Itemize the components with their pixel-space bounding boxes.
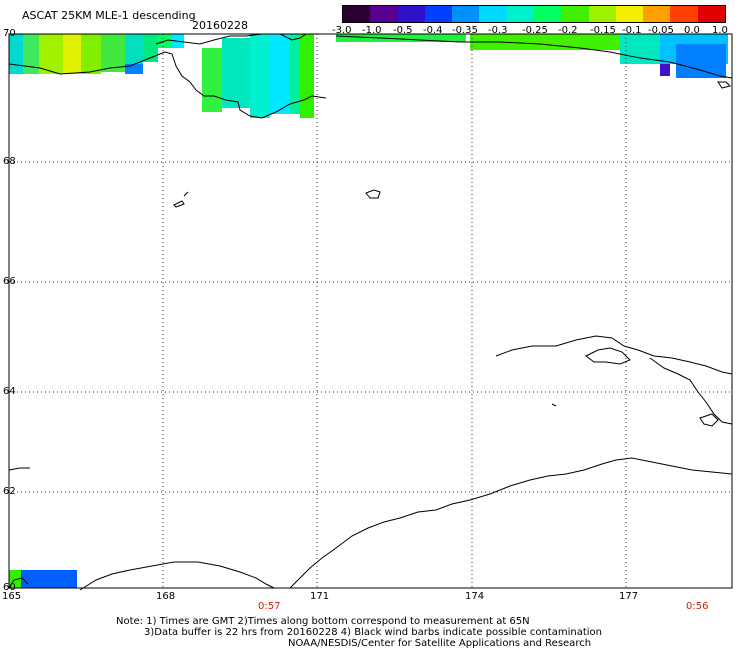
colorbar-segment xyxy=(615,6,644,22)
note-line-2: 3)Data buffer is 22 hrs from 20160228 4)… xyxy=(144,627,602,638)
product-title: ASCAT 25KM MLE-1 descending xyxy=(22,9,196,22)
coastlines xyxy=(8,33,733,591)
colorbar-tick: 0.0 xyxy=(684,25,700,36)
lon-label: 171 xyxy=(310,591,330,602)
colorbar-tick: -0.1 xyxy=(622,25,642,36)
colorbar-segment xyxy=(588,6,616,22)
colorbar-segment xyxy=(424,6,453,22)
wind-data-swath-northwest xyxy=(9,34,184,74)
colorbar-segment xyxy=(533,6,562,22)
plot-frame xyxy=(8,33,733,589)
lat-label: 62 xyxy=(3,486,16,497)
colorbar-tick: -1.0 xyxy=(362,25,382,36)
note-line-3: NOAA/NESDIS/Center for Satellite Applica… xyxy=(288,638,592,649)
colorbar-tick: -0.05 xyxy=(648,25,674,36)
colorbar xyxy=(342,5,726,23)
colorbar-segment xyxy=(397,6,425,22)
note-line-1: Note: 1) Times are GMT 2)Times along bot… xyxy=(116,616,530,627)
lat-label: 66 xyxy=(3,276,16,287)
colorbar-tick: -0.3 xyxy=(488,25,508,36)
colorbar-tick: 1.0 xyxy=(712,25,728,36)
colorbar-segment xyxy=(670,6,698,22)
colorbar-segment xyxy=(697,6,725,22)
lon-label: 174 xyxy=(465,591,485,602)
time-label-right: 0:56 xyxy=(686,601,709,612)
colorbar-ticks: -3.0 -1.0 -0.5 -0.4 -0.35 -0.3 -0.25 -0.… xyxy=(330,26,730,38)
colorbar-tick: -0.4 xyxy=(423,25,443,36)
colorbar-segment xyxy=(561,6,589,22)
colorbar-segment xyxy=(452,6,480,22)
colorbar-tick: -0.5 xyxy=(393,25,413,36)
colorbar-segment xyxy=(479,6,507,22)
lat-label: 70 xyxy=(3,28,16,39)
lon-label: 165 xyxy=(2,591,22,602)
colorbar-tick: -0.15 xyxy=(590,25,616,36)
lon-label: 177 xyxy=(619,591,639,602)
colorbar-segment xyxy=(506,6,534,22)
date-label: 20160228 xyxy=(192,19,248,32)
colorbar-tick: -0.35 xyxy=(452,25,478,36)
colorbar-tick: -3.0 xyxy=(332,25,352,36)
colorbar-segment xyxy=(343,6,371,22)
lat-label: 60 xyxy=(3,582,16,593)
graticule xyxy=(9,34,732,588)
wind-data-swath-northeast xyxy=(336,34,728,78)
wind-data-swath-central xyxy=(202,34,314,118)
colorbar-tick: -0.2 xyxy=(558,25,578,36)
lat-label: 64 xyxy=(3,386,16,397)
lon-label: 168 xyxy=(156,591,176,602)
colorbar-segment xyxy=(370,6,398,22)
colorbar-segment xyxy=(643,6,671,22)
colorbar-tick: -0.25 xyxy=(522,25,548,36)
lat-label: 68 xyxy=(3,156,16,167)
time-label-left: 0:57 xyxy=(258,601,281,612)
